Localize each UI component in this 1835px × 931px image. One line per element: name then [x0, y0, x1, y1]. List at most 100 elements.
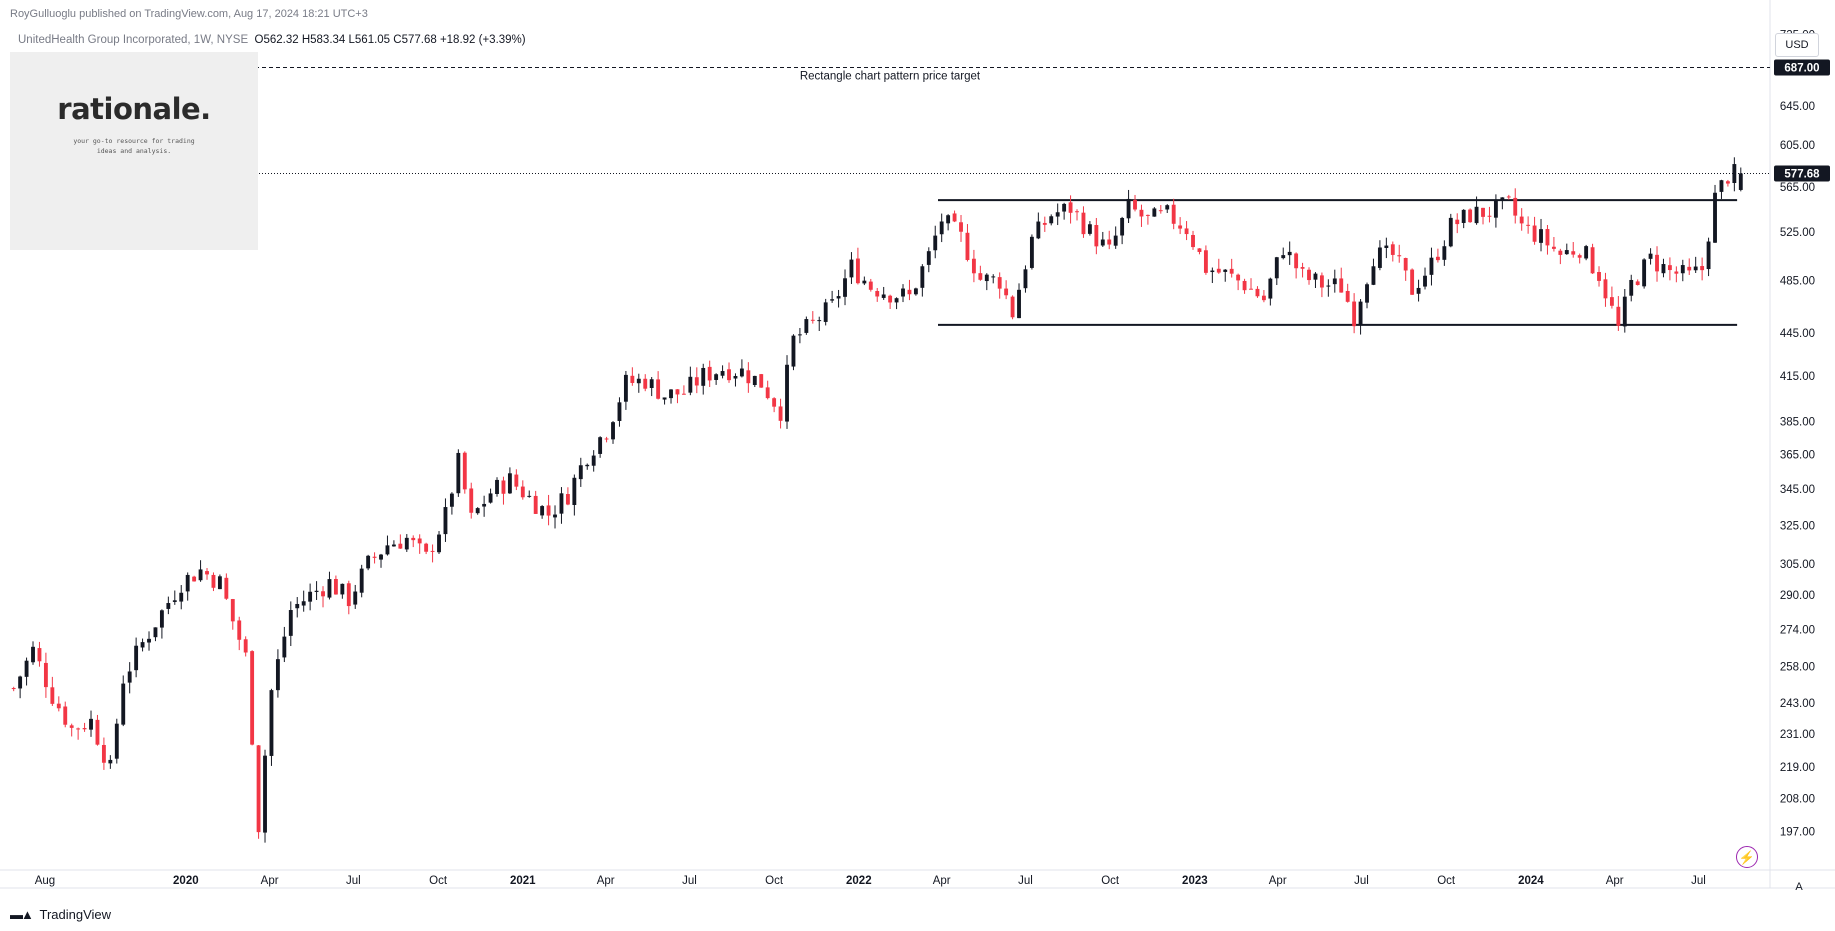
x-tick-label: 2024	[1518, 875, 1544, 887]
candle-body	[1158, 210, 1163, 212]
x-tick-label: 2021	[510, 875, 536, 887]
rectangle-pattern	[938, 199, 1738, 326]
candle-body	[411, 537, 416, 541]
candle-body	[1629, 279, 1634, 296]
candle-body	[1236, 274, 1241, 281]
candle-body	[1358, 301, 1363, 325]
autoscale-button[interactable]: A	[1795, 881, 1803, 893]
candle-body	[984, 274, 989, 282]
candle-body	[1493, 199, 1498, 218]
candle-body	[591, 455, 596, 466]
candle-body	[540, 506, 545, 516]
x-tick-label: Oct	[1101, 875, 1120, 887]
chart-grid	[0, 0, 1835, 889]
candle-body	[159, 610, 164, 628]
tradingview-logo-icon: ▬▲	[10, 907, 34, 922]
candle-body	[198, 569, 203, 581]
x-tick-label: Apr	[1606, 875, 1624, 887]
candle-body	[50, 687, 55, 704]
candle-body	[527, 495, 532, 497]
candle-body	[1010, 296, 1015, 318]
ohlc-values: O562.32 H583.34 L561.05 C577.68 +18.92 (…	[254, 34, 526, 46]
candle-body	[746, 370, 751, 384]
candle-body	[1513, 197, 1518, 216]
candle-body	[301, 601, 306, 606]
price-axis: 725.00645.00605.00565.00525.00485.00445.…	[1780, 30, 1815, 839]
tradingview-footer[interactable]: ▬▲ TradingView	[10, 907, 111, 922]
candle-body	[611, 422, 615, 440]
candle-body	[1384, 245, 1389, 249]
y-tick-label: 274.00	[1780, 625, 1815, 637]
x-tick-label: Oct	[429, 875, 448, 887]
candle-body	[1603, 279, 1608, 299]
candle-body	[127, 671, 132, 683]
candle-body	[1687, 266, 1692, 271]
candle-body	[263, 755, 267, 833]
y-tick-label: 325.00	[1780, 520, 1815, 532]
candle-body	[469, 488, 474, 513]
candle-body	[578, 465, 583, 480]
candle-body	[1042, 222, 1047, 225]
y-tick-label: 231.00	[1780, 729, 1815, 741]
candle-body	[1145, 214, 1150, 216]
candle-body	[1481, 207, 1485, 217]
x-tick-label: Apr	[597, 875, 615, 887]
candle-body	[1390, 244, 1395, 255]
target-price-text: 687.00	[1784, 62, 1819, 74]
symbol-title[interactable]: UnitedHealth Group Incorporated, 1W, NYS…	[18, 34, 249, 46]
candle-body	[894, 298, 899, 303]
candle-body	[1332, 278, 1337, 285]
candle-body	[1113, 235, 1118, 246]
candle-body	[1423, 275, 1427, 287]
candle-body	[1004, 288, 1009, 296]
candle-body	[205, 571, 209, 575]
candle-body	[1448, 217, 1453, 247]
candle-body	[1622, 296, 1627, 327]
candle-body	[1120, 217, 1125, 236]
candle-body	[121, 683, 126, 725]
candle-body	[372, 556, 377, 558]
candle-body	[275, 659, 280, 691]
candle-body	[797, 334, 802, 336]
candle-body	[1403, 258, 1408, 271]
candle-body	[1667, 265, 1672, 271]
candle-body	[1700, 266, 1705, 271]
candle-body	[1680, 265, 1685, 274]
candle-body	[1545, 229, 1550, 246]
candle-body	[1081, 212, 1086, 235]
candle-body	[1661, 264, 1666, 274]
candle-body	[1410, 269, 1415, 295]
candle-body	[1474, 206, 1479, 224]
candle-body	[288, 610, 293, 636]
y-tick-label: 415.00	[1780, 371, 1815, 383]
candle-body	[1609, 297, 1614, 306]
candle-body	[475, 508, 480, 514]
candle-body	[1242, 280, 1247, 291]
publisher-line: RoyGulluoglu published on TradingView.co…	[10, 8, 368, 20]
candle-body	[1216, 268, 1221, 273]
candle-body	[1635, 281, 1640, 285]
candle-body	[224, 577, 229, 599]
y-tick-label: 258.00	[1780, 662, 1815, 674]
lightning-icon[interactable]: ⚡	[1736, 846, 1758, 868]
candle-body	[462, 452, 467, 490]
candle-body	[1036, 221, 1041, 239]
candle-body	[101, 744, 106, 763]
candle-body	[1648, 253, 1653, 259]
candle-body	[69, 725, 74, 728]
candle-body	[1165, 205, 1170, 210]
candle-body	[572, 477, 577, 505]
x-tick-label: Apr	[1269, 875, 1287, 887]
candle-body	[308, 591, 313, 602]
candle-body	[237, 620, 242, 640]
candle-body	[727, 369, 731, 381]
candle-body	[1526, 224, 1531, 226]
logo-tagline-line-1: your go-to resource for trading	[73, 137, 195, 145]
currency-selector[interactable]: USD	[1775, 33, 1819, 57]
candle-body	[1500, 197, 1505, 200]
candle-body	[385, 545, 390, 555]
candle-body	[1029, 236, 1034, 268]
y-tick-label: 525.00	[1780, 227, 1815, 239]
candle-body	[82, 728, 87, 730]
